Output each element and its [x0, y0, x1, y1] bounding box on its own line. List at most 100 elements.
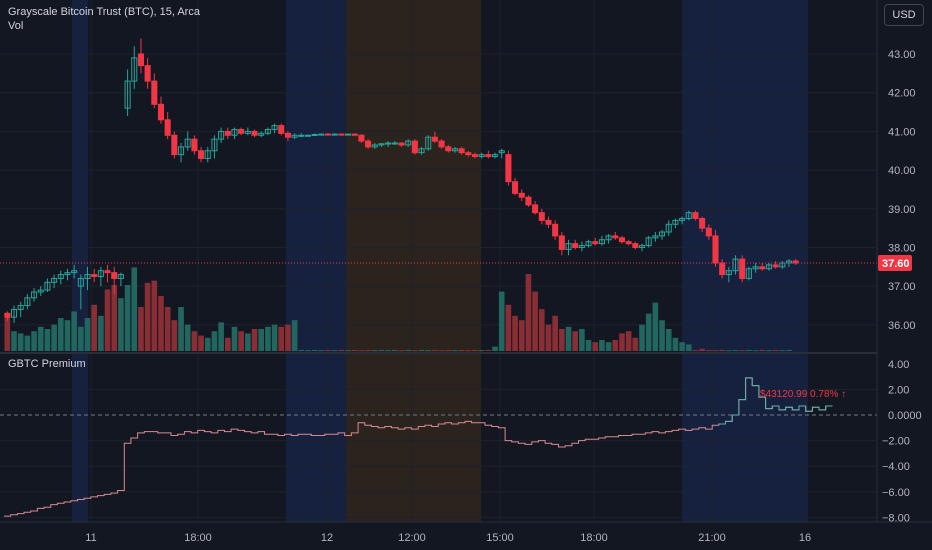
volume-bar [653, 303, 659, 351]
volume-bar [372, 350, 378, 351]
candle-body [539, 213, 544, 221]
volume-bar [425, 350, 431, 351]
time-tick-label: 15:00 [486, 532, 514, 544]
candle-body [138, 54, 143, 66]
volume-bar [31, 331, 37, 351]
volume-bar [452, 350, 458, 351]
volume-bar [359, 350, 365, 351]
volume-bar [38, 327, 44, 351]
candle-body [720, 263, 725, 275]
candle-body [466, 153, 471, 155]
volume-bar [532, 292, 538, 351]
volume-bar [5, 316, 11, 351]
volume-bar [706, 350, 712, 351]
price-tick-label: 40.00 [888, 165, 916, 177]
volume-bar [385, 350, 391, 351]
volume-bar [305, 350, 311, 351]
volume-bar [111, 285, 117, 351]
time-tick-label: 18:00 [580, 532, 608, 544]
premium-tick-label: −6.00 [882, 487, 910, 499]
candle-body [305, 135, 310, 136]
candle-body [439, 141, 444, 147]
volume-bar [506, 305, 512, 351]
candle-body [633, 244, 638, 248]
candle-body [5, 313, 10, 317]
session-band [346, 0, 481, 522]
volume-bar [25, 336, 31, 351]
candle-body [573, 244, 578, 248]
volume-bar [125, 285, 131, 351]
candle-body [239, 129, 244, 133]
volume-bar [572, 331, 578, 351]
volume-bar [91, 305, 97, 351]
volume-bar [252, 329, 258, 351]
time-tick-label: 12:00 [398, 532, 426, 544]
candle-body [546, 220, 551, 224]
volume-bar [118, 298, 124, 351]
volume-bar [298, 350, 304, 351]
candle-body [352, 134, 357, 135]
candle-body [312, 134, 317, 135]
volume-bar [626, 331, 632, 351]
volume-bar [158, 296, 164, 351]
volume-bar [85, 318, 91, 351]
candle-body [553, 224, 558, 236]
volume-bar [105, 289, 111, 351]
volume-bar [71, 311, 77, 351]
volume-bar [232, 327, 238, 351]
candle-body [773, 265, 778, 267]
time-tick-label: 12 [321, 532, 333, 544]
volume-bar [379, 350, 385, 351]
volume-bar [332, 350, 338, 351]
volume-bar [579, 329, 585, 351]
volume-bar [499, 292, 505, 351]
last-price-label: 37.60 [882, 258, 910, 270]
volume-bar [98, 316, 104, 351]
volume-bar [559, 329, 565, 351]
session-band [286, 0, 346, 522]
volume-bar [606, 342, 612, 351]
price-tick-label: 43.00 [888, 49, 916, 61]
volume-bar [713, 350, 719, 351]
volume-bar [319, 350, 325, 351]
candle-body [225, 131, 230, 135]
volume-bar [726, 350, 732, 351]
volume-bar [265, 327, 271, 351]
volume-bar [779, 350, 785, 351]
volume-bar [566, 327, 572, 351]
volume-bar [445, 350, 451, 351]
volume-bar [258, 329, 264, 351]
volume-bar [205, 338, 211, 351]
volume-bar [552, 316, 558, 351]
premium-tick-label: −4.00 [882, 461, 910, 473]
chart-title: Grayscale Bitcoin Trust (BTC), 15, Arca [8, 6, 200, 18]
candle-body [319, 134, 324, 135]
candle-body [760, 267, 765, 269]
candle-body [533, 205, 538, 213]
candle-body [626, 242, 631, 244]
volume-bar [673, 338, 679, 351]
volume-bar [245, 333, 251, 351]
candle-body [412, 141, 417, 153]
volume-bar [225, 338, 231, 351]
price-tick-label: 36.00 [888, 320, 916, 332]
volume-bar [51, 325, 57, 351]
volume-bar [365, 350, 371, 351]
volume-bar [131, 267, 137, 351]
volume-bar [218, 322, 224, 351]
volume-legend: Vol [8, 20, 23, 32]
volume-bar [786, 350, 792, 351]
candle-body [112, 273, 117, 279]
candle-body [526, 197, 531, 205]
volume-bar [759, 350, 765, 351]
volume-bar [292, 320, 298, 351]
premium-tick-label: −2.00 [882, 436, 910, 448]
volume-bar [472, 350, 478, 351]
candle-body [693, 213, 698, 219]
candle-body [252, 131, 257, 135]
candle-body [325, 134, 330, 135]
candle-body [386, 143, 391, 144]
volume-bar [345, 350, 351, 351]
currency-button[interactable]: USD [884, 4, 924, 26]
volume-bar [18, 333, 24, 351]
